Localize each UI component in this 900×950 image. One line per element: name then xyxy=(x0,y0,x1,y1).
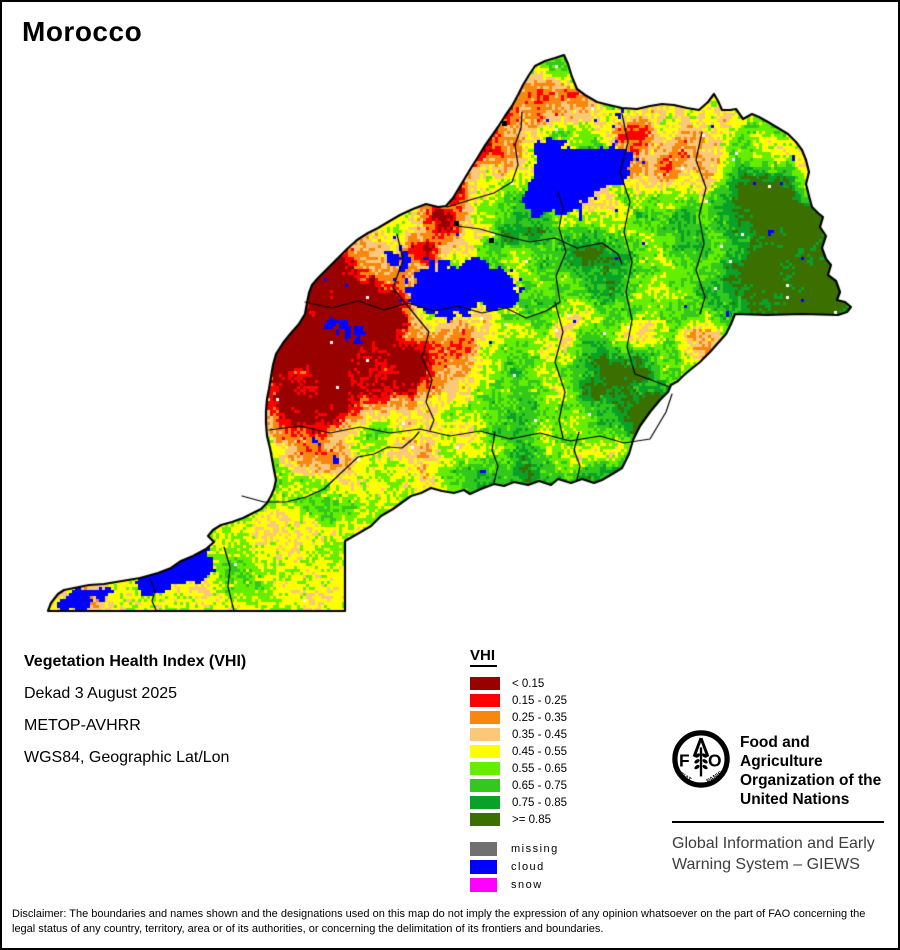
legend-class-rows: < 0.15 0.15 - 0.25 0.25 - 0.35 0.35 - 0.45 0… xyxy=(470,675,567,828)
legend-label: cloud xyxy=(511,861,545,873)
product-name: Vegetation Health Index (VHI) xyxy=(24,653,247,670)
legend-swatch xyxy=(470,677,500,690)
legend-row: 0.35 - 0.45 xyxy=(470,726,567,743)
legend-swatch xyxy=(470,728,500,741)
legend-swatch xyxy=(470,779,500,792)
legend-row: 0.45 - 0.55 xyxy=(470,743,567,760)
legend-row: 0.65 - 0.75 xyxy=(470,777,567,794)
footer-divider xyxy=(672,821,884,823)
legend-label: snow xyxy=(511,879,543,891)
svg-text:F: F xyxy=(679,751,690,771)
legend-row: missing xyxy=(470,840,567,858)
sensor-name: METOP-AVHRR xyxy=(24,717,141,734)
legend-label: 0.35 - 0.45 xyxy=(512,728,567,741)
legend-row: snow xyxy=(470,876,567,894)
legend-row: >= 0.85 xyxy=(470,811,567,828)
legend-swatch xyxy=(470,711,500,724)
disclaimer-text: Disclaimer: The boundaries and names sho… xyxy=(12,908,866,935)
legend-extra-rows: missing cloud snow xyxy=(470,840,567,894)
fao-logo-icon: F O FIAT PANIS xyxy=(672,730,730,788)
legend-label: 0.75 - 0.85 xyxy=(512,796,567,809)
legend-swatch xyxy=(470,745,500,758)
legend-swatch xyxy=(470,878,497,892)
legend-row: 0.75 - 0.85 xyxy=(470,794,567,811)
legend-label: 0.65 - 0.75 xyxy=(512,779,567,792)
fao-footer: F O FIAT PANIS Food and Agriculture Orga… xyxy=(672,730,888,875)
dekad-date: Dekad 3 August 2025 xyxy=(24,685,178,702)
legend-row: 0.55 - 0.65 xyxy=(470,760,567,777)
legend-row: 0.15 - 0.25 xyxy=(470,692,567,709)
page-title: Morocco xyxy=(22,16,143,47)
legend-row: cloud xyxy=(470,858,567,876)
projection-info: WGS84, Geographic Lat/Lon xyxy=(24,749,230,766)
legend-swatch xyxy=(470,813,500,826)
legend-title: VHI xyxy=(470,647,498,667)
legend-label: 0.45 - 0.55 xyxy=(512,745,567,758)
legend-label: missing xyxy=(511,843,559,855)
legend-swatch xyxy=(470,860,497,874)
morocco-vhi-raster-map xyxy=(2,2,898,644)
svg-text:FIAT: FIAT xyxy=(678,772,692,784)
legend-row: 0.25 - 0.35 xyxy=(470,709,567,726)
legend-label: < 0.15 xyxy=(512,677,545,690)
legend-swatch xyxy=(470,762,500,775)
fao-org-name: Food and Agriculture Organization of the… xyxy=(740,734,882,808)
svg-text:O: O xyxy=(708,751,722,771)
legend-swatch xyxy=(470,796,500,809)
map-info-block: Vegetation Health Index (VHI) Dekad 3 Au… xyxy=(24,653,246,781)
legend-swatch xyxy=(470,694,500,707)
legend-label: 0.25 - 0.35 xyxy=(512,711,567,724)
legend-label: 0.55 - 0.65 xyxy=(512,762,567,775)
giews-label: Global Information and Early Warning Sys… xyxy=(672,835,875,873)
legend-label: 0.15 - 0.25 xyxy=(512,694,567,707)
legend-label: >= 0.85 xyxy=(512,813,552,826)
vhi-legend: VHI < 0.15 0.15 - 0.25 0.25 - 0.35 0.35 - 0… xyxy=(470,647,567,894)
legend-swatch xyxy=(470,842,497,856)
legend-row: < 0.15 xyxy=(470,675,567,692)
